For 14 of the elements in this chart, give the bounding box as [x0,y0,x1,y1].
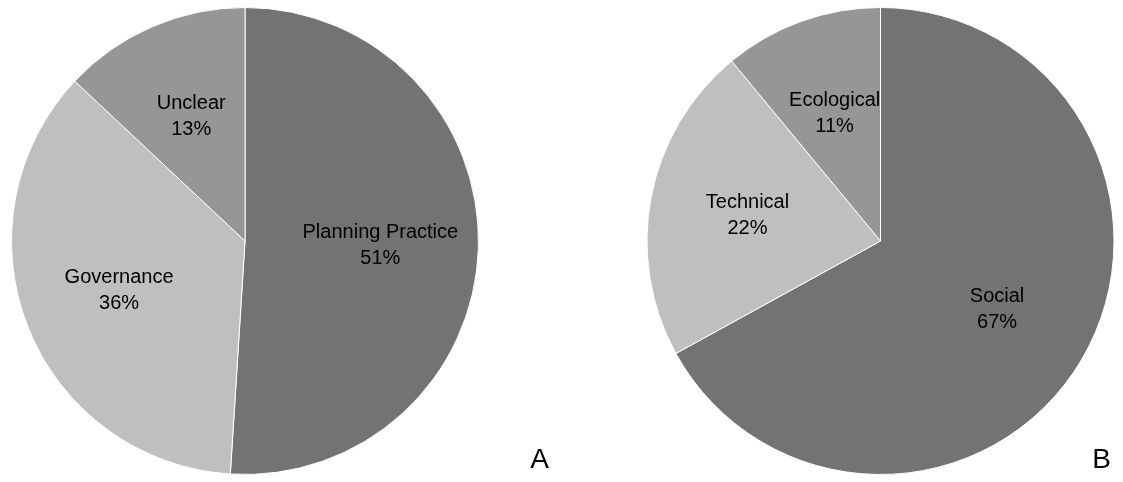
slice-label: Ecological [789,88,881,111]
data-label: 51% [360,245,401,268]
data-label: 36% [99,291,140,314]
text: B [1092,442,1111,474]
slice-label: Planning Practice [302,219,459,242]
slice-label: Social [969,284,1025,307]
slice-label: Governance [64,265,174,288]
text: A [530,442,550,474]
slice-label: Unclear [156,91,227,114]
data-label: 11% [815,114,855,137]
data-label: 67% [977,310,1018,333]
slice-label: Technical [705,190,790,213]
data-label: 22% [727,216,768,239]
data-label: 13% [171,117,212,140]
